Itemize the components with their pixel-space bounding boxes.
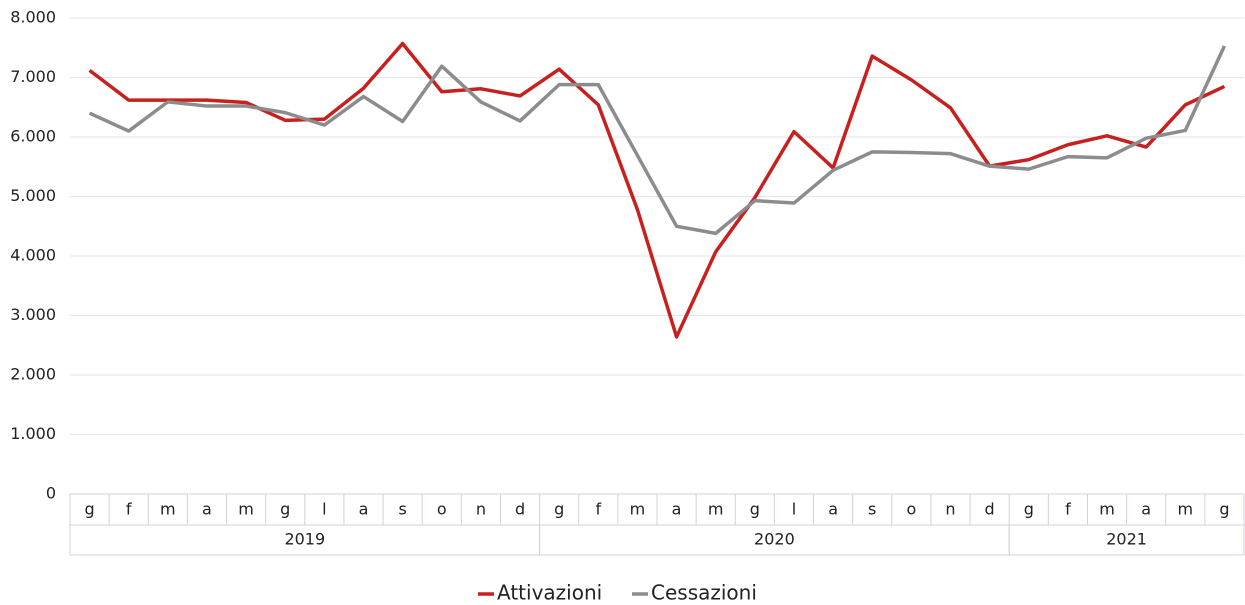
- y-tick-label: 7.000: [10, 67, 56, 86]
- x-tick-label: a: [1141, 500, 1151, 519]
- series-line: [88, 45, 1227, 236]
- x-tick-label: a: [359, 500, 369, 519]
- x-tick-label: g: [1024, 500, 1034, 519]
- x-tick-label: a: [672, 500, 682, 519]
- x-tick-label: g: [554, 500, 564, 519]
- x-tick-label: m: [708, 500, 724, 519]
- x-tick-label: m: [1178, 500, 1194, 519]
- x-tick-label: s: [398, 500, 406, 519]
- y-tick-label: 8.000: [10, 8, 56, 27]
- x-tick-label: f: [126, 500, 132, 519]
- series-line: [88, 41, 1226, 339]
- legend-text: Cessazioni: [651, 581, 757, 605]
- year-label: 2020: [754, 530, 795, 549]
- x-tick-label: o: [437, 500, 447, 519]
- x-tick-label: a: [202, 500, 212, 519]
- y-tick-label: 6.000: [10, 127, 56, 146]
- year-label: 2021: [1106, 530, 1147, 549]
- y-tick-label: 0: [46, 484, 56, 503]
- x-tick-label: f: [1065, 500, 1071, 519]
- x-tick-label: n: [476, 500, 486, 519]
- y-tick-label: 3.000: [10, 305, 56, 324]
- x-tick-label: n: [945, 500, 955, 519]
- x-tick-label: s: [868, 500, 876, 519]
- y-tick-label: 1.000: [10, 424, 56, 443]
- x-tick-label: d: [985, 500, 995, 519]
- x-tick-label: m: [1099, 500, 1115, 519]
- x-tick-label: m: [160, 500, 176, 519]
- year-label: 2019: [284, 530, 325, 549]
- x-tick-label: a: [828, 500, 838, 519]
- x-tick-label: g: [750, 500, 760, 519]
- y-tick-label: 2.000: [10, 365, 56, 384]
- x-tick-label: o: [906, 500, 916, 519]
- x-tick-label: f: [595, 500, 601, 519]
- y-tick-label: 4.000: [10, 246, 56, 265]
- x-tick-label: g: [280, 500, 290, 519]
- x-tick-label: l: [322, 500, 326, 519]
- x-tick-label: g: [84, 500, 94, 519]
- x-tick-label: m: [238, 500, 254, 519]
- x-tick-label: l: [792, 500, 796, 519]
- legend-text: Attivazioni: [497, 581, 602, 605]
- x-tick-label: d: [515, 500, 525, 519]
- y-tick-label: 5.000: [10, 186, 56, 205]
- x-tick-label: g: [1219, 500, 1229, 519]
- x-tick-label: m: [630, 500, 646, 519]
